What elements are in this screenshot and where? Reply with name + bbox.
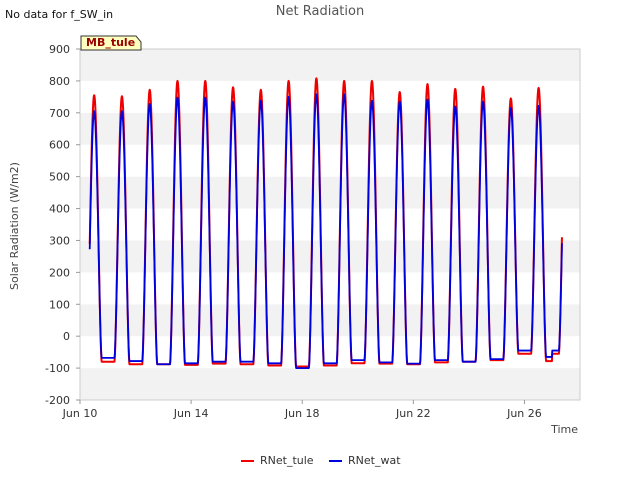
legend: RNet_tule RNet_wat <box>241 454 401 467</box>
grid-band <box>80 80 580 113</box>
grid-band <box>80 304 580 337</box>
y-tick-label: 100 <box>49 298 70 311</box>
grid-band <box>80 112 580 145</box>
x-tick-label: Jun 26 <box>506 407 542 420</box>
x-tick-label: Jun 18 <box>284 407 320 420</box>
grid-band <box>80 49 580 81</box>
y-tick-label: 800 <box>49 75 70 88</box>
y-tick-label: 300 <box>49 234 70 247</box>
plot-background-bands <box>80 49 580 400</box>
series-layer <box>88 77 563 369</box>
legend-label-rnet-tule: RNet_tule <box>260 454 314 467</box>
site-badge-label: MB_tule <box>86 36 135 49</box>
grid-band <box>80 272 580 305</box>
y-axis-label: Solar Radiation (W/m2) <box>8 162 21 290</box>
y-tick-label: 200 <box>49 266 70 279</box>
legend-label-rnet-wat: RNet_wat <box>348 454 401 467</box>
y-tick-label: 700 <box>49 107 70 120</box>
y-tick-label: 500 <box>49 171 70 184</box>
x-tick-label: Jun 22 <box>395 407 431 420</box>
x-axis-label: Time <box>550 423 578 436</box>
grid-band <box>80 144 580 177</box>
y-tick-label: -100 <box>45 362 70 375</box>
x-axis-ticks: Jun 10 Jun 14 Jun 18 Jun 22 Jun 26 <box>62 400 542 420</box>
grid-band <box>80 208 580 241</box>
y-tick-label: 0 <box>63 330 70 343</box>
grid-band <box>80 176 580 209</box>
chart-title: Net Radiation <box>276 4 364 19</box>
plot-area <box>79 48 581 401</box>
x-tick-label: Jun 14 <box>173 407 209 420</box>
grid-band <box>80 368 580 400</box>
y-tick-label: 600 <box>49 139 70 152</box>
x-tick-label: Jun 10 <box>62 407 98 420</box>
y-tick-label: 400 <box>49 203 70 216</box>
y-axis-ticks: -200 -100 0 100 200 300 400 500 600 700 800 900 <box>45 43 80 407</box>
grid-band <box>80 240 580 273</box>
site-badge: MB_tule <box>80 35 142 51</box>
nodata-note: No data for f_SW_in <box>5 8 113 21</box>
y-tick-label: -200 <box>45 394 70 407</box>
series-line-rnet-wat <box>88 93 563 369</box>
y-tick-label: 900 <box>49 43 70 56</box>
